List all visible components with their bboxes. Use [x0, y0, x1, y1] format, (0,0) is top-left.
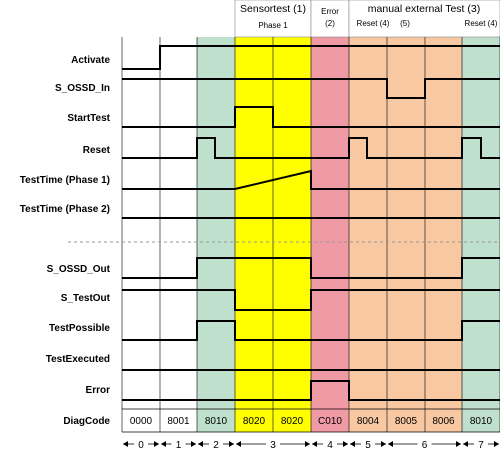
signal-labels: Activate S_OSSD_In StartTest Reset TestT… — [20, 55, 111, 427]
diagcode-value: 8001 — [167, 416, 190, 427]
arrow-right-icon — [305, 441, 310, 447]
wave-s-testout — [122, 289, 500, 311]
wave-starttest — [122, 106, 500, 128]
region-green-left — [197, 37, 235, 432]
header-manual-box — [348, 0, 500, 38]
label-testexecuted: TestExecuted — [46, 354, 110, 365]
wave-testtime-phase1 — [122, 169, 500, 190]
header-num5: (5) — [400, 19, 410, 28]
header-error-box — [310, 0, 350, 38]
arrow-right-icon — [343, 441, 348, 447]
phase-row: 0 1 2 3 4 5 6 7 — [123, 440, 499, 451]
phase-number: 0 — [138, 440, 144, 451]
diagcode-value: 8006 — [432, 416, 455, 427]
label-diagcode: DiagCode — [63, 416, 110, 427]
diagcode-value: 8020 — [243, 416, 266, 427]
phase-number: 2 — [213, 440, 219, 451]
wave-reset — [122, 137, 500, 159]
phase-number: 5 — [365, 440, 371, 451]
header-reset-a: Reset (4) — [357, 19, 390, 28]
header-manual: manual external Test (3) — [368, 3, 480, 15]
diagcode-value: 8020 — [281, 416, 304, 427]
diagcode-row: 0000 8001 8010 8020 8020 C010 8004 8005 8006 8010 — [122, 408, 500, 433]
header-error: Error — [321, 7, 339, 16]
wave-testpossible — [122, 320, 500, 341]
label-activate: Activate — [71, 55, 110, 66]
label-testtime-phase2: TestTime (Phase 2) — [20, 204, 110, 215]
arrow-right-icon — [494, 441, 499, 447]
phase-number: 3 — [270, 440, 276, 451]
arrow-left-icon — [161, 441, 166, 447]
header-sensortest: Sensortest (1) — [240, 3, 306, 15]
arrow-left-icon — [236, 441, 241, 447]
region-green-right — [462, 37, 500, 432]
region-orange — [349, 37, 462, 432]
diagcode-value: 8010 — [205, 416, 228, 427]
arrow-left-icon — [123, 441, 128, 447]
label-reset: Reset — [83, 145, 111, 156]
region-red — [311, 37, 349, 432]
header-error-num: (2) — [325, 19, 335, 28]
header-phase1: Phase 1 — [258, 21, 288, 30]
arrow-left-icon — [388, 441, 393, 447]
diagcode-value: C010 — [318, 416, 342, 427]
arrow-left-icon — [350, 441, 355, 447]
phase-number: 4 — [327, 440, 333, 451]
wave-error — [122, 380, 500, 401]
arrow-right-icon — [456, 441, 461, 447]
diagcode-value: 8010 — [470, 416, 493, 427]
arrow-right-icon — [154, 441, 159, 447]
label-error: Error — [86, 385, 111, 396]
arrow-right-icon — [381, 441, 386, 447]
arrow-left-icon — [198, 441, 203, 447]
wave-s-ossd-in — [122, 78, 500, 99]
label-s-ossd-in: S_OSSD_In — [55, 83, 110, 94]
label-s-testout: S_TestOut — [61, 293, 111, 304]
arrow-right-icon — [229, 441, 234, 447]
diagcode-value: 8005 — [395, 416, 418, 427]
label-testpossible: TestPossible — [49, 323, 110, 334]
label-starttest: StartTest — [67, 113, 110, 124]
phase-number: 1 — [176, 440, 182, 451]
arrow-right-icon — [191, 441, 196, 447]
phase-regions — [122, 37, 500, 432]
diagcode-value: 0000 — [130, 416, 153, 427]
wave-activate — [122, 45, 500, 70]
waveforms — [122, 45, 500, 401]
wave-s-ossd-out — [122, 257, 500, 279]
diagcode-value: 8004 — [357, 416, 380, 427]
label-s-ossd-out: S_OSSD_Out — [47, 264, 111, 275]
label-testtime-phase1: TestTime (Phase 1) — [20, 175, 110, 186]
region-white — [122, 37, 197, 432]
header-area: Sensortest (1) Phase 1 Error (2) manual … — [234, 0, 500, 38]
time-grid — [121, 37, 500, 432]
phase-number: 6 — [422, 440, 428, 451]
phase-number: 7 — [478, 440, 484, 451]
header-reset-b: Reset (4) — [465, 19, 498, 28]
arrow-left-icon — [312, 441, 317, 447]
arrow-left-icon — [463, 441, 468, 447]
